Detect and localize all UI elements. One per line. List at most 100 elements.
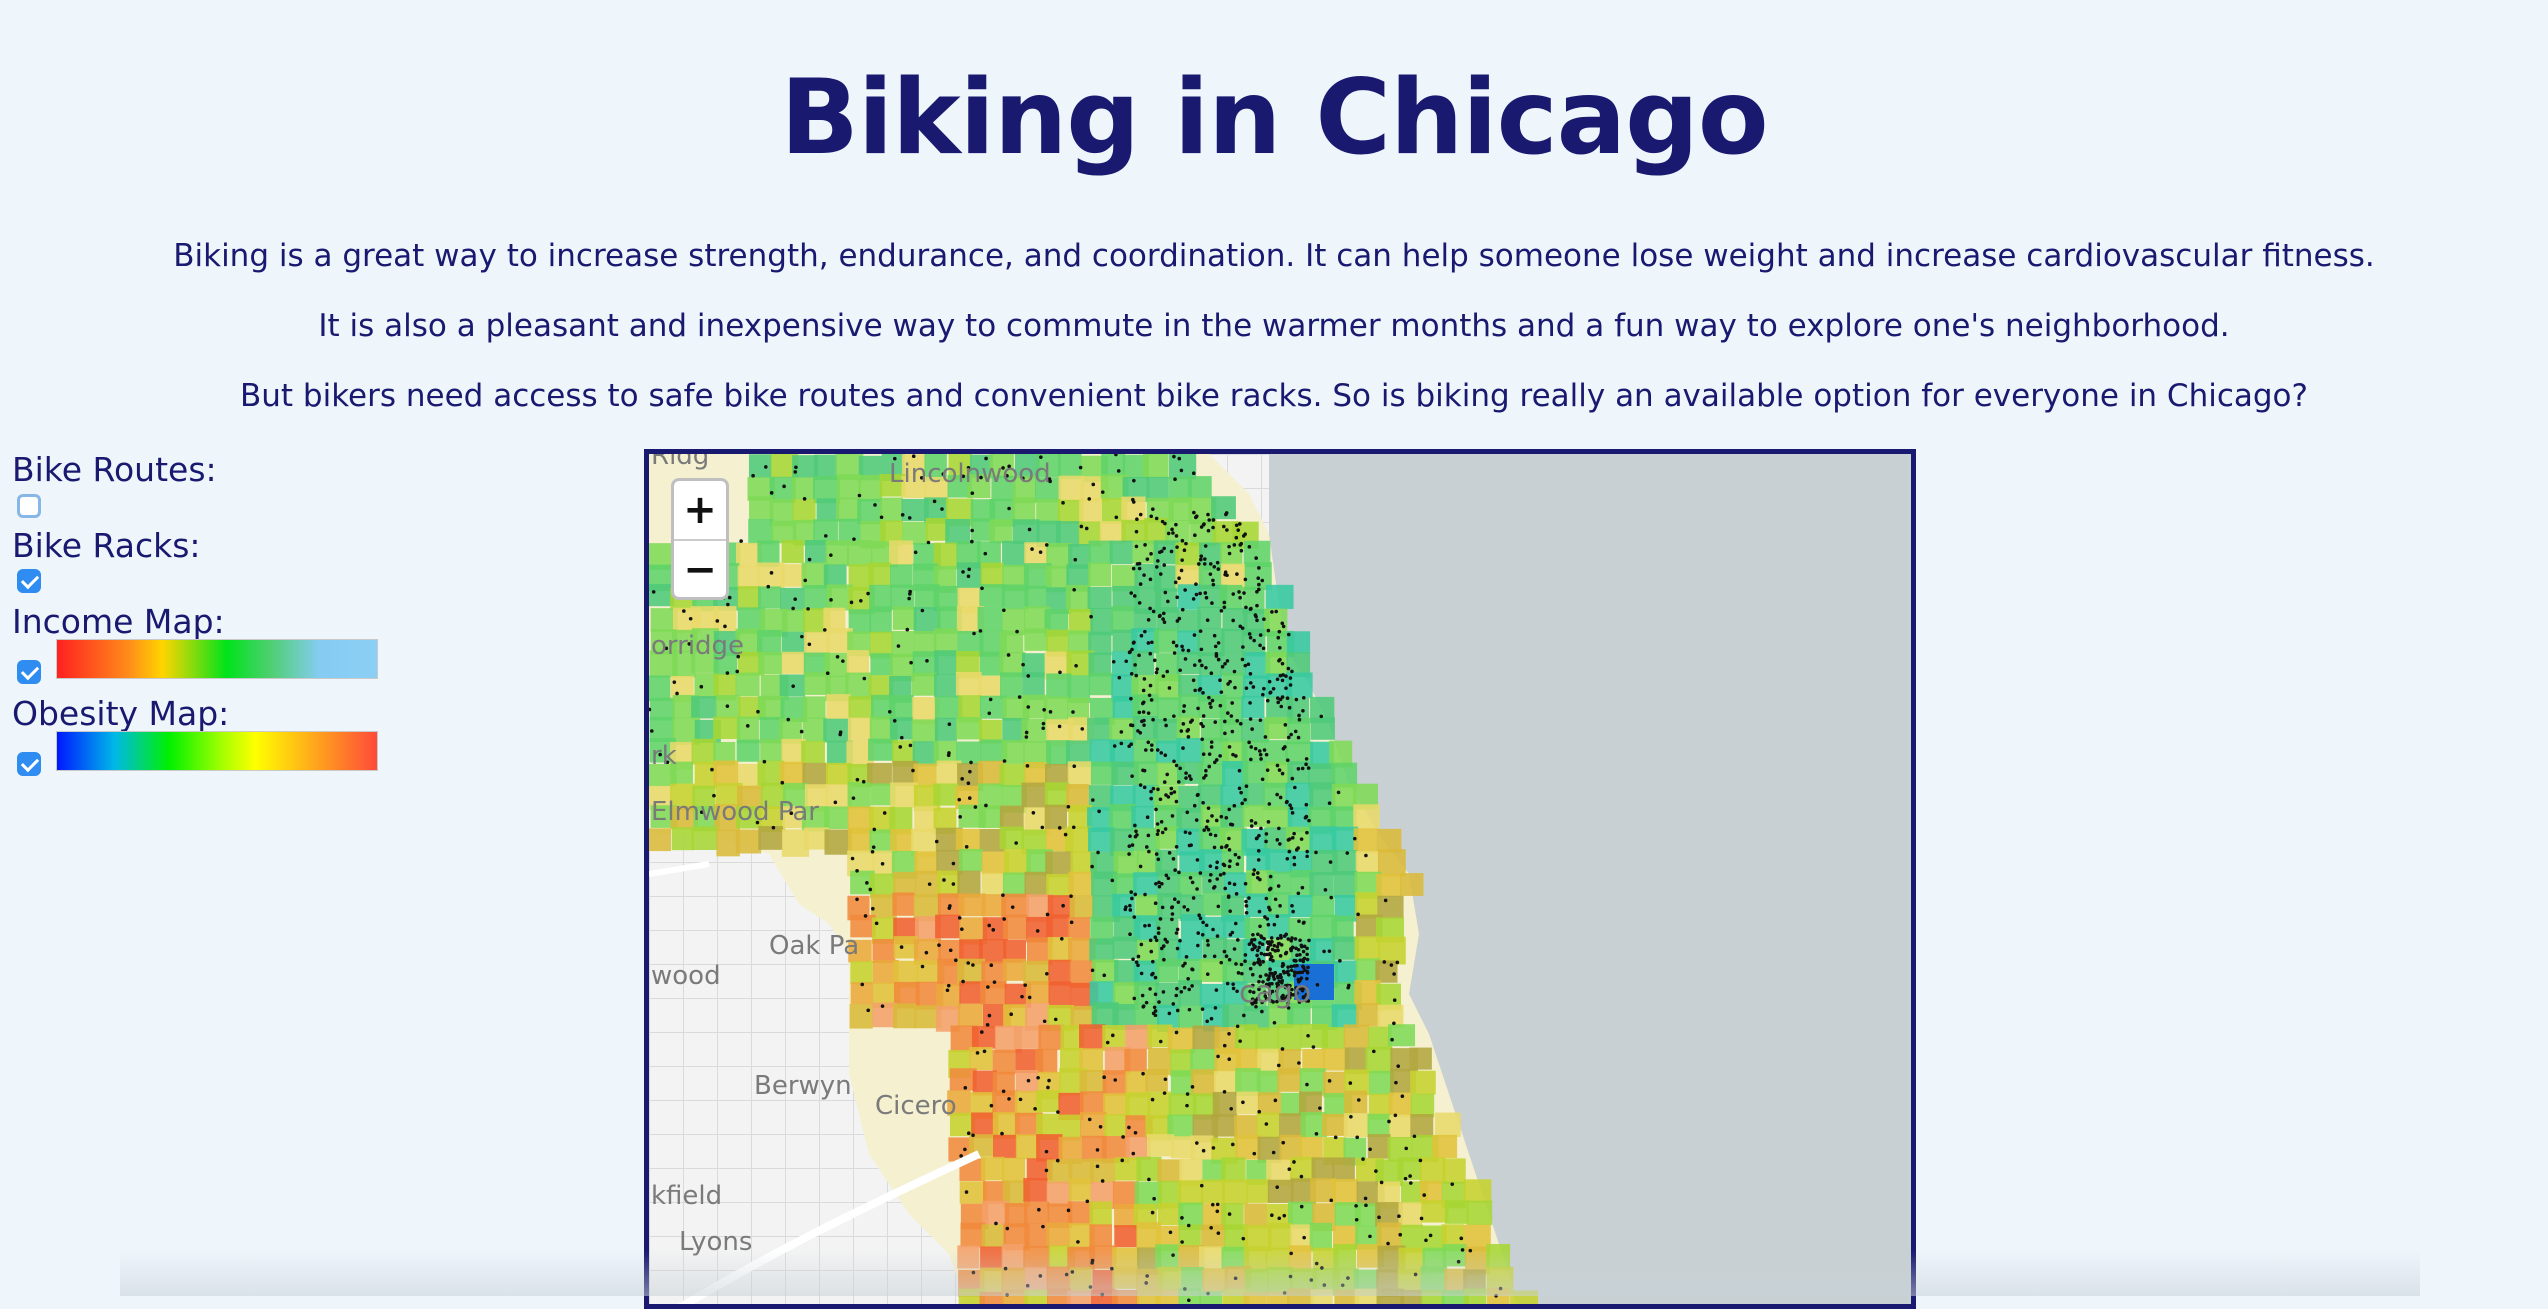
bike-rack-dot	[1148, 938, 1153, 943]
choropleth-map[interactable]: Lincolnwood Ridg orridge rk Elmwood Par …	[649, 454, 1911, 1309]
bike-rack-dot	[1174, 522, 1178, 527]
census-tract	[670, 761, 693, 784]
census-tract	[872, 939, 896, 963]
census-tract	[1125, 1071, 1148, 1098]
bike-rack-dot	[1228, 859, 1232, 863]
census-tract	[1046, 1181, 1072, 1207]
bike-rack-dot	[1211, 525, 1215, 530]
bike-rack-dot	[1090, 968, 1095, 973]
bike-rack-dot	[957, 797, 962, 802]
bike-rack-dot	[1213, 1006, 1218, 1010]
bike-rack-dot	[1257, 582, 1261, 587]
bike-rack-dot	[1208, 864, 1213, 868]
bike-rack-dot	[1392, 998, 1397, 1002]
bike-rack-dot	[1322, 1283, 1327, 1287]
census-tract	[1199, 652, 1222, 677]
obesity-map-checkbox[interactable]	[17, 752, 41, 776]
bike-rack-dot	[1248, 989, 1252, 994]
bike-rack-dot	[1305, 969, 1310, 974]
bike-rack-dot	[1212, 633, 1217, 638]
map-container[interactable]: Lincolnwood Ridg orridge rk Elmwood Par …	[644, 449, 1916, 1309]
census-tract	[1419, 1181, 1443, 1204]
bike-rack-dot	[961, 570, 965, 574]
bike-rack-dot	[1227, 807, 1232, 812]
bike-rack-dot	[1290, 936, 1294, 940]
census-tract	[1310, 717, 1335, 740]
census-tract	[1198, 564, 1223, 590]
bike-rack-dot	[1166, 599, 1170, 604]
bike-rack-dot	[1211, 582, 1216, 587]
census-tract	[970, 499, 996, 522]
bike-rack-dot	[908, 592, 912, 596]
census-tract	[1202, 1203, 1226, 1231]
bike-rack-dot	[1132, 594, 1137, 598]
bike-rack-dot	[1090, 1258, 1095, 1263]
census-tract	[1421, 1289, 1445, 1304]
bike-rack-dot	[1294, 988, 1299, 992]
bike-rack-dot	[1157, 884, 1162, 889]
bike-rack-dot	[954, 958, 958, 963]
census-tract	[1365, 1046, 1393, 1074]
census-tract	[1199, 959, 1228, 982]
bike-rack-dot	[1037, 1207, 1041, 1212]
bike-rack-dot	[1199, 647, 1204, 652]
bike-rack-dot	[1205, 938, 1210, 943]
census-tract	[1001, 608, 1026, 636]
bike-racks-checkbox[interactable]	[17, 569, 41, 593]
bike-rack-dot	[1018, 1097, 1023, 1102]
zoom-out-button[interactable]: −	[683, 547, 717, 593]
census-tract	[1263, 782, 1288, 811]
bike-rack-dot	[1223, 572, 1227, 577]
census-tract	[1510, 1290, 1539, 1304]
bike-rack-dot	[985, 1023, 990, 1027]
bike-rack-dot	[1227, 957, 1232, 962]
census-tract	[1212, 1091, 1237, 1117]
bike-rack-dot	[849, 600, 854, 605]
census-tract	[1246, 1179, 1270, 1203]
bike-rack-dot	[1307, 938, 1311, 943]
bike-rack-dot	[907, 596, 911, 601]
bike-rack-dot	[1003, 1266, 1008, 1271]
zoom-in-button[interactable]: +	[674, 481, 726, 541]
bike-rack-dot	[1155, 667, 1160, 671]
census-tract	[713, 716, 741, 740]
income-map-checkbox[interactable]	[17, 660, 41, 684]
bike-rack-dot	[1287, 995, 1292, 1000]
bike-rack-dot	[1266, 820, 1271, 824]
bike-rack-dot	[1213, 644, 1218, 649]
census-tract	[850, 982, 874, 1005]
bike-rack-dot	[1279, 943, 1284, 947]
census-tract	[1125, 1136, 1151, 1161]
census-tract	[1112, 936, 1138, 959]
bike-rack-dot	[764, 465, 768, 469]
census-tract	[870, 873, 896, 899]
bike-rack-dot	[994, 1221, 998, 1226]
census-tract	[868, 738, 894, 761]
census-tract	[757, 562, 785, 590]
bike-rack-dot	[1255, 618, 1259, 623]
census-tract	[979, 584, 1006, 607]
bike-rack-dot	[1147, 849, 1151, 854]
bike-rack-dot	[1061, 501, 1065, 505]
bike-rack-dot	[1237, 786, 1242, 791]
census-tract	[1197, 606, 1222, 630]
census-tract	[1147, 1091, 1172, 1119]
census-tract	[956, 651, 980, 679]
bike-rack-dot	[1268, 967, 1272, 972]
bike-rack-dot	[1270, 981, 1274, 986]
census-tract	[1277, 1024, 1302, 1052]
bike-rack-dot	[970, 539, 974, 544]
bike-rack-dot	[1278, 697, 1283, 702]
bike-rack-dot	[1256, 932, 1260, 937]
census-tract	[1299, 1136, 1323, 1161]
census-tract	[1377, 895, 1404, 919]
census-tract	[1221, 850, 1244, 875]
bike-rack-dot	[1234, 754, 1238, 758]
census-tract	[670, 806, 698, 830]
bike-rack-dot	[911, 454, 916, 459]
bike-rack-dot	[1186, 648, 1191, 653]
bike-routes-checkbox[interactable]	[17, 494, 41, 518]
place-label-elmwood-park: Elmwood Par	[651, 797, 819, 827]
bike-rack-dot	[1225, 528, 1229, 532]
bike-rack-dot	[1148, 987, 1152, 991]
